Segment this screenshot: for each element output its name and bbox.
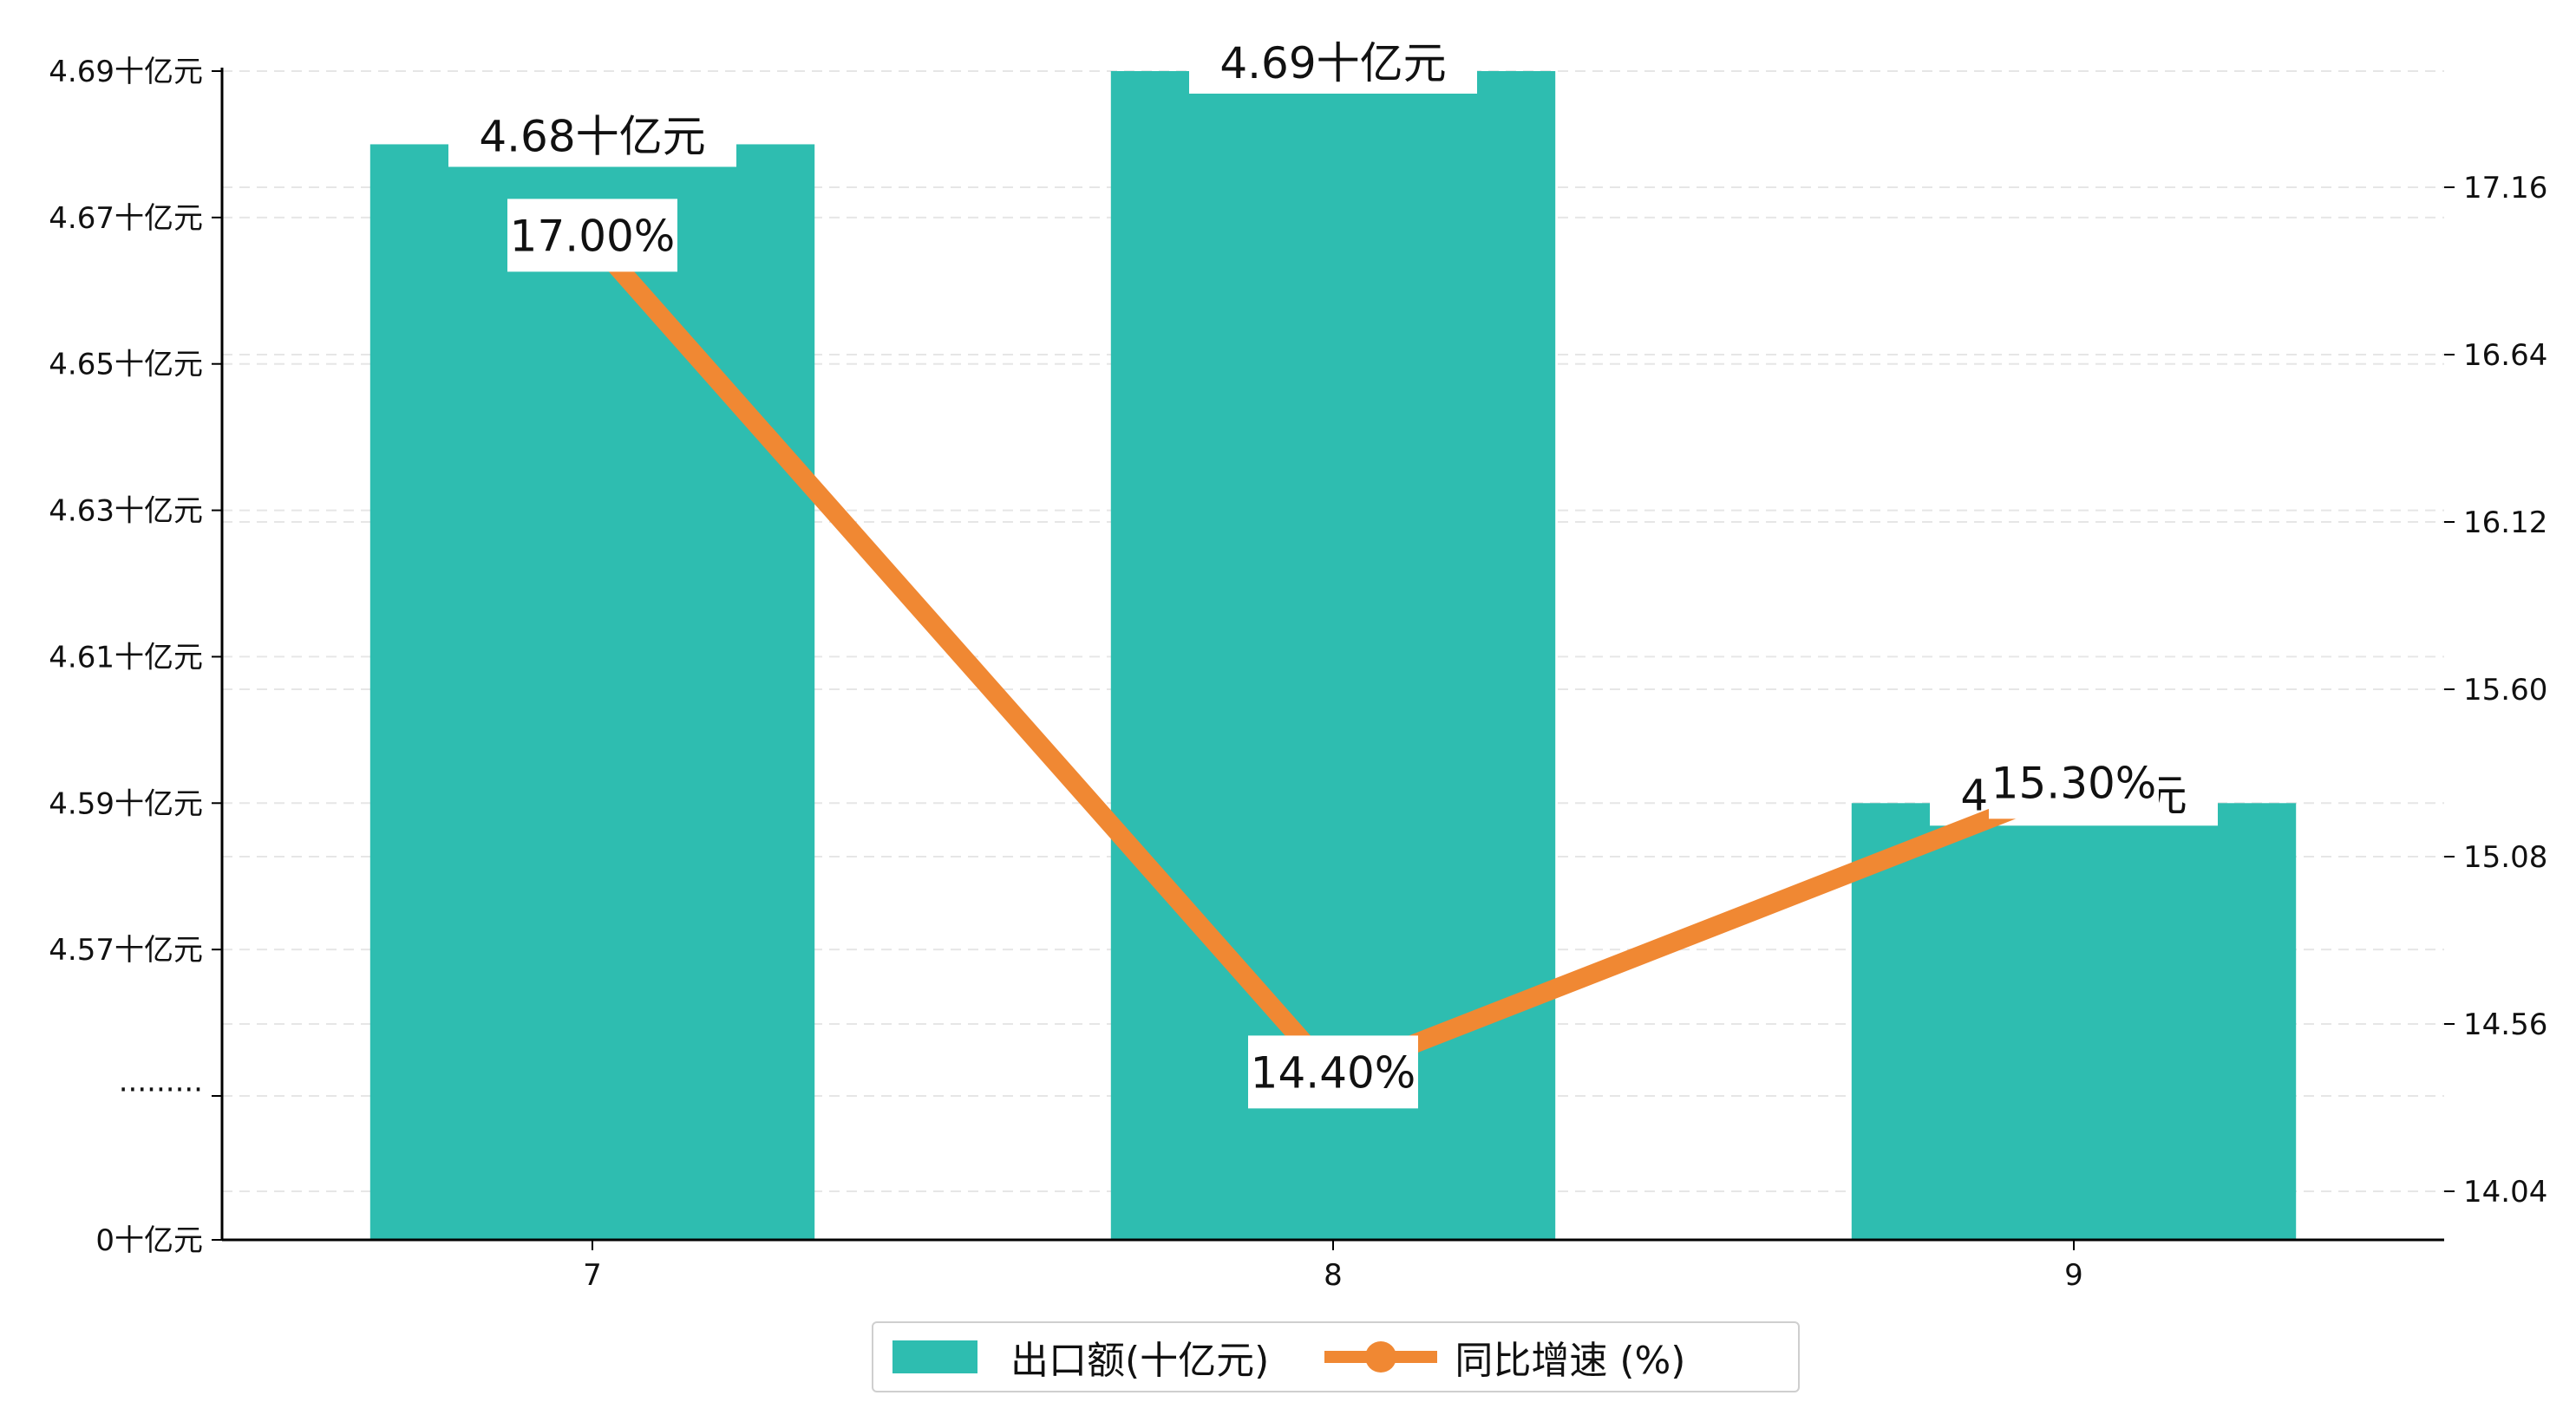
left-tick-label: 4.63十亿元 xyxy=(49,494,203,529)
legend: 出口额(十亿元) 同比增速 (%) xyxy=(872,1321,1800,1392)
legend-bar-swatch xyxy=(892,1340,977,1373)
line-value-label: 17.00% xyxy=(510,211,676,261)
x-tick-label: 8 xyxy=(1324,1258,1343,1293)
bar-value-label: 4.68十亿元 xyxy=(479,111,705,161)
line-label-box xyxy=(1989,746,2159,819)
left-tick-label: 4.65十亿元 xyxy=(49,348,203,382)
x-tick-label: 9 xyxy=(2064,1258,2083,1293)
left-tick-label-zero: 0十亿元 xyxy=(95,1223,203,1258)
x-tick-label: 7 xyxy=(583,1258,602,1293)
legend-line-swatch xyxy=(1324,1340,1438,1374)
right-tick-label: 15.08 xyxy=(2463,840,2547,875)
line-label-box xyxy=(507,199,677,272)
right-tick-label: 14.04 xyxy=(2463,1175,2547,1210)
line-value-labels: 17.00% 14.40% 15.30% xyxy=(507,199,2159,1109)
bar-label-box xyxy=(448,94,736,167)
left-tick-label: 4.67十亿元 xyxy=(49,201,203,236)
legend-item-line: 同比增速 (%) xyxy=(1324,1329,1685,1385)
left-axis-ticks: 4.69十亿元 4.67十亿元 4.65十亿元 4.63十亿元 4.61十亿元 4.59十… xyxy=(49,55,222,1258)
bar-label-box xyxy=(1189,21,1477,94)
right-tick-label: 16.64 xyxy=(2463,338,2547,373)
left-tick-label: 4.61十亿元 xyxy=(49,640,203,675)
line-label-box xyxy=(1248,1035,1418,1109)
legend-item-bar: 出口额(十亿元) xyxy=(873,1329,1269,1385)
bar-7 xyxy=(369,144,815,1240)
right-tick-label: 16.12 xyxy=(2463,505,2547,540)
left-tick-label: 4.69十亿元 xyxy=(49,55,203,89)
right-axis-ticks: 17.16 16.64 16.12 15.60 15.08 14.56 14.04 xyxy=(2444,171,2547,1210)
right-tick-label: 14.56 xyxy=(2463,1007,2547,1042)
bar-9 xyxy=(1851,803,2297,1240)
bar-value-label: 4.69十亿元 xyxy=(1219,38,1446,88)
line-value-label: 14.40% xyxy=(1251,1047,1416,1098)
line-value-label: 15.30% xyxy=(1991,758,2157,808)
right-tick-label: 17.16 xyxy=(2463,171,2547,205)
bar-series xyxy=(369,71,2297,1240)
right-tick-label: 15.60 xyxy=(2463,673,2547,708)
left-axis-break-label: ········· xyxy=(119,1073,203,1107)
left-tick-label: 4.57十亿元 xyxy=(49,933,203,968)
left-tick-label: 4.59十亿元 xyxy=(49,786,203,821)
legend-bar-label: 出口额(十亿元) xyxy=(1010,1339,1270,1383)
x-axis-ticks: 7 8 9 xyxy=(583,1240,2083,1293)
legend-line-label: 同比增速 (%) xyxy=(1455,1339,1686,1383)
